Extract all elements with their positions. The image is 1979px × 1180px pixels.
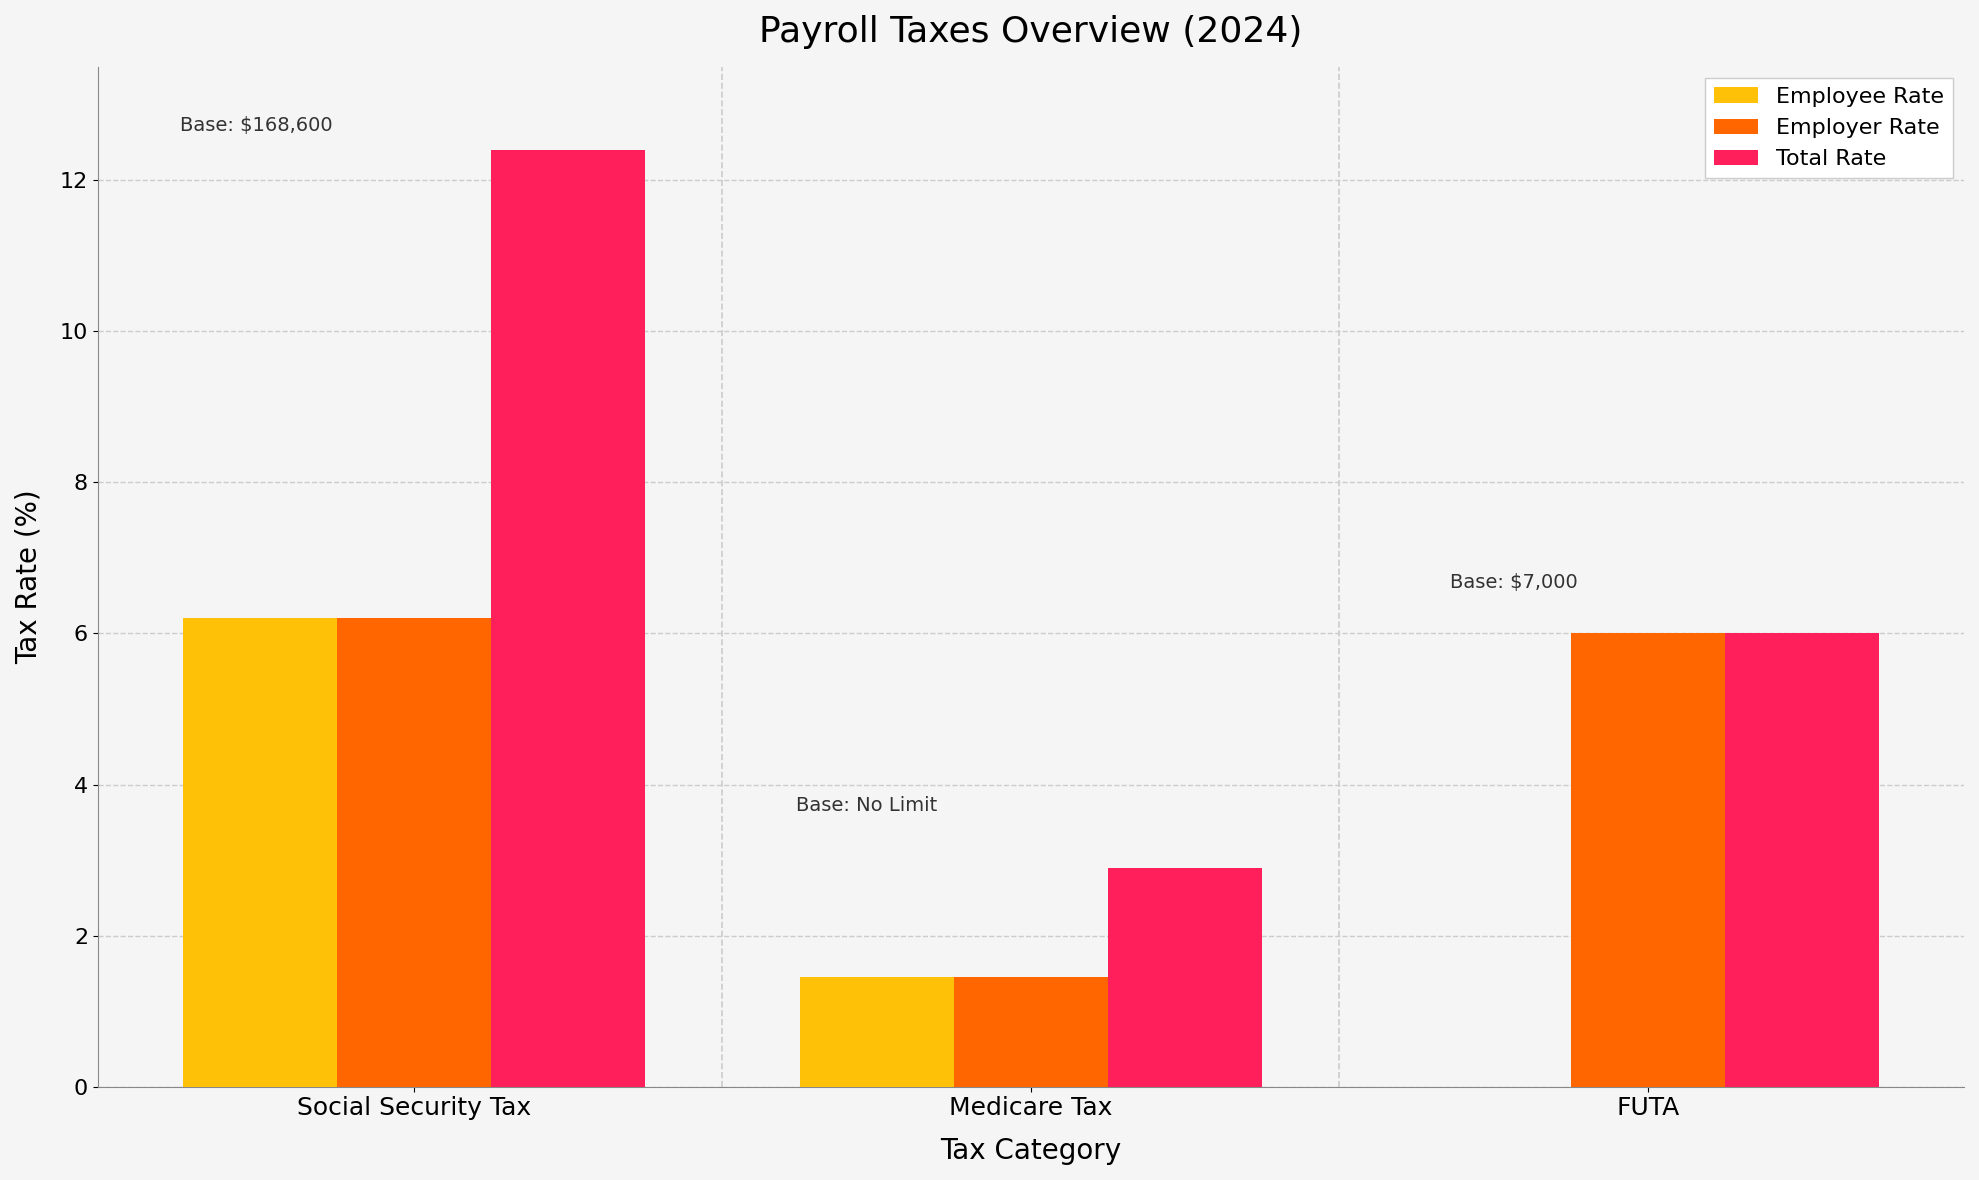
Title: Payroll Taxes Overview (2024): Payroll Taxes Overview (2024) xyxy=(760,15,1302,50)
Bar xyxy=(954,977,1108,1087)
Bar xyxy=(800,977,954,1087)
Text: Base: $168,600: Base: $168,600 xyxy=(180,116,332,135)
Text: Base: No Limit: Base: No Limit xyxy=(796,795,938,814)
Y-axis label: Tax Rate (%): Tax Rate (%) xyxy=(16,490,44,664)
Bar xyxy=(336,618,491,1087)
X-axis label: Tax Category: Tax Category xyxy=(940,1138,1122,1165)
Bar xyxy=(1571,634,1726,1087)
Legend: Employee Rate, Employer Rate, Total Rate: Employee Rate, Employer Rate, Total Rate xyxy=(1704,78,1953,178)
Bar xyxy=(1726,634,1880,1087)
Text: Base: $7,000: Base: $7,000 xyxy=(1451,573,1577,592)
Bar xyxy=(1108,867,1263,1087)
Bar xyxy=(491,150,645,1087)
Bar xyxy=(182,618,336,1087)
